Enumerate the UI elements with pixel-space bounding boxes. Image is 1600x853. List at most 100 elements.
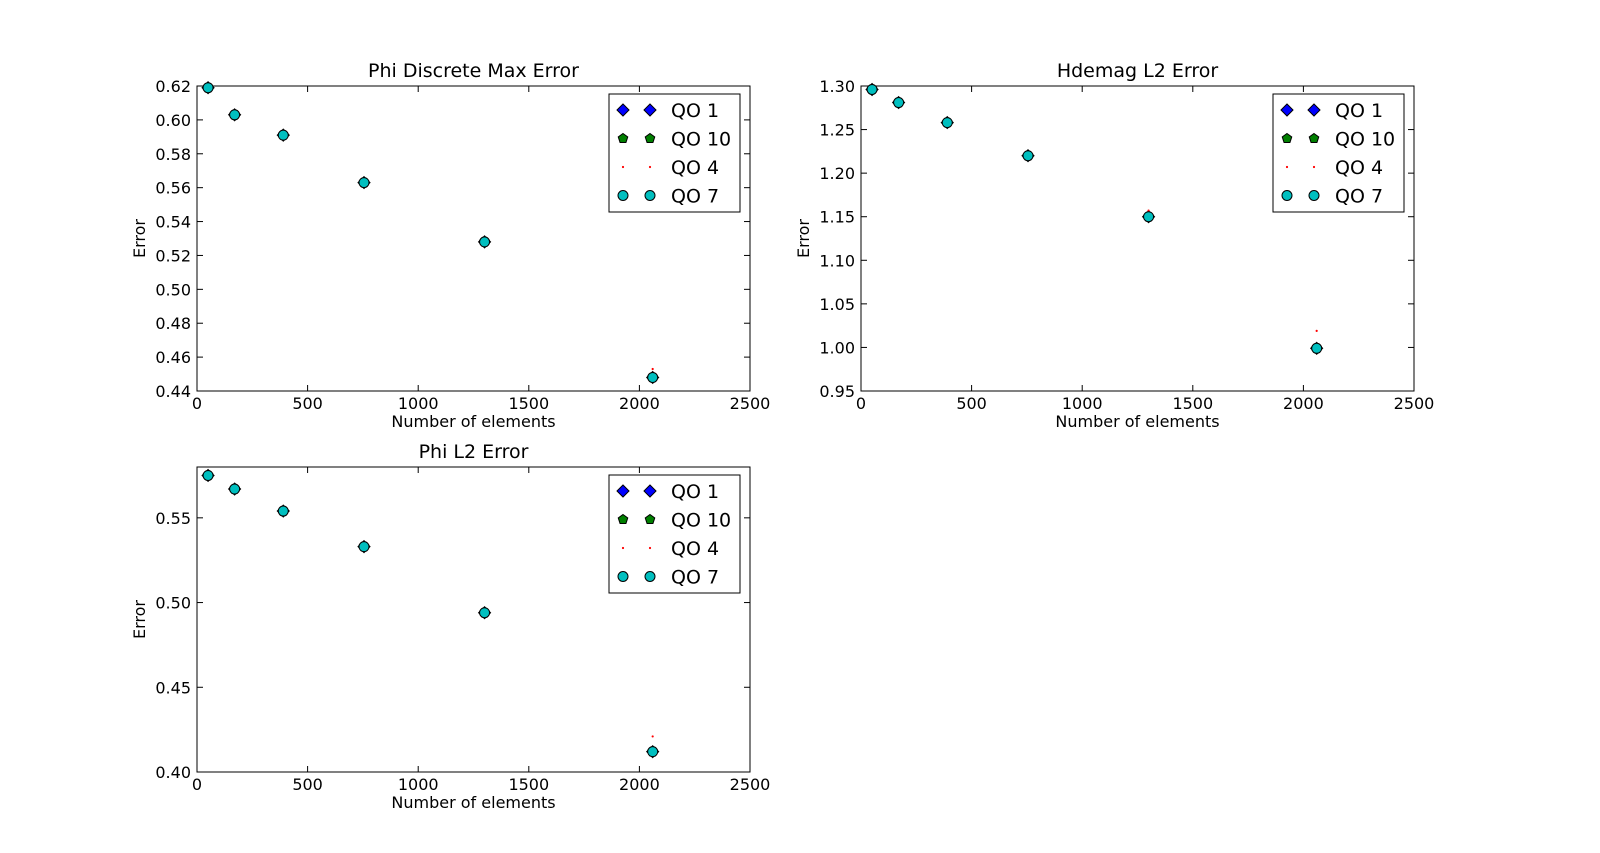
data-point-qo-7 (229, 109, 241, 121)
y-tick-label: 1.15 (819, 208, 855, 227)
data-point-qo-7 (866, 83, 878, 95)
legend-marker (1281, 132, 1293, 144)
data-point-qo-4 (651, 735, 654, 738)
legend-marker (648, 546, 652, 550)
x-tick-label: 500 (956, 394, 987, 413)
data-point-qo-7 (202, 469, 214, 481)
legend-label: QO 7 (671, 186, 719, 208)
subplot-3: Phi L2 Error 0 500 1000 1500 2000 2500 0.40 0.45… (130, 441, 770, 812)
y-tick-label: 0.50 (155, 280, 191, 299)
legend-label: QO 1 (671, 100, 719, 122)
x-tick-label: 2000 (1283, 394, 1324, 413)
legend-label: QO 7 (1335, 186, 1383, 208)
y-tick-label: 0.50 (155, 594, 191, 613)
x-axis-label: Number of elements (391, 793, 555, 812)
subplot-1: Phi Discrete Max Error 0 500 1000 1500 2000 25… (130, 60, 770, 431)
data-point-qo-7 (479, 236, 491, 248)
x-axis-label: Number of elements (391, 412, 555, 431)
data-point-qo-7 (277, 129, 289, 141)
y-tick-label: 1.10 (819, 251, 855, 270)
legend-marker (1308, 190, 1320, 201)
x-tick-label: 2000 (619, 394, 660, 413)
y-tick-label: 0.44 (155, 382, 191, 401)
legend-marker (643, 103, 657, 117)
y-tick-label: 1.25 (819, 121, 855, 140)
legend-label: QO 7 (671, 567, 719, 589)
y-tick-label: 0.95 (819, 382, 855, 401)
x-axis-label: Number of elements (1055, 412, 1219, 431)
legend-label: QO 10 (671, 129, 731, 151)
y-tick-label: 0.60 (155, 111, 191, 130)
legend-label: QO 10 (671, 510, 731, 532)
y-tick-label: 0.54 (155, 213, 191, 232)
y-tick-label: 0.55 (155, 509, 191, 528)
x-tick-label: 1000 (398, 394, 439, 413)
y-tick-label: 0.48 (155, 314, 191, 333)
legend-marker (1280, 103, 1294, 117)
y-tick-label: 1.20 (819, 164, 855, 183)
y-tick-label: 1.05 (819, 295, 855, 314)
y-tick-label: 0.58 (155, 145, 191, 164)
x-tick-label: 2500 (730, 775, 771, 794)
legend-marker (617, 571, 629, 582)
legend-marker (621, 165, 625, 169)
y-axis-label: Error (130, 600, 149, 639)
legend-box (608, 474, 741, 594)
legend-marker (644, 571, 656, 582)
legend-box (608, 93, 741, 213)
x-tick-label: 0 (856, 394, 866, 413)
legend: QO 1 QO 10 QO 4 QO 7 (608, 93, 741, 213)
chart-title: Phi L2 Error (419, 441, 529, 463)
x-tick-label: 2500 (730, 394, 771, 413)
legend-marker (643, 484, 657, 498)
data-point-qo-7 (229, 483, 241, 495)
y-axis-label: Error (130, 219, 149, 258)
legend-box (1272, 93, 1405, 213)
legend-marker (621, 546, 625, 550)
x-tick-label: 1500 (508, 394, 549, 413)
legend-marker (644, 513, 656, 525)
y-tick-label: 1.30 (819, 77, 855, 96)
y-tick-label: 0.52 (155, 246, 191, 265)
data-point-qo-7 (202, 82, 214, 94)
legend-marker (644, 132, 656, 144)
y-tick-label: 0.40 (155, 763, 191, 782)
y-tick-label: 0.46 (155, 348, 191, 367)
legend-marker (1307, 103, 1321, 117)
x-tick-label: 1000 (398, 775, 439, 794)
data-point-qo-7 (647, 746, 659, 758)
legend-marker (1281, 190, 1293, 201)
x-tick-label: 1500 (1172, 394, 1213, 413)
y-tick-label: 0.45 (155, 678, 191, 697)
x-tick-label: 1000 (1062, 394, 1103, 413)
data-point-qo-7 (941, 117, 953, 129)
data-point-qo-7 (1311, 342, 1323, 354)
data-point-qo-7 (893, 97, 905, 109)
legend: QO 1 QO 10 QO 4 QO 7 (1272, 93, 1405, 213)
data-point-qo-7 (1143, 211, 1155, 223)
legend: QO 1 QO 10 QO 4 QO 7 (608, 474, 741, 594)
x-tick-label: 500 (292, 394, 323, 413)
data-point-qo-7 (358, 177, 370, 189)
legend-label: QO 1 (671, 481, 719, 503)
chart-title: Phi Discrete Max Error (368, 60, 579, 82)
legend-marker (648, 165, 652, 169)
y-axis-label: Error (794, 219, 813, 258)
data-point-qo-7 (277, 505, 289, 517)
legend-marker (1312, 165, 1316, 169)
x-tick-label: 2000 (619, 775, 660, 794)
data-point-qo-7 (1022, 150, 1034, 162)
y-tick-label: 0.56 (155, 179, 191, 198)
legend-marker (617, 190, 629, 201)
legend-marker (616, 103, 630, 117)
legend-marker (617, 132, 629, 144)
chart-title: Hdemag L2 Error (1057, 60, 1219, 82)
x-tick-label: 2500 (1394, 394, 1435, 413)
legend-marker (1285, 165, 1289, 169)
data-point-qo-4 (1147, 209, 1150, 212)
x-tick-label: 0 (192, 775, 202, 794)
legend-marker (644, 190, 656, 201)
legend-label: QO 4 (1335, 157, 1383, 179)
subplot-2: Hdemag L2 Error 0 500 1000 1500 2000 2500 0.95 1… (794, 60, 1434, 431)
